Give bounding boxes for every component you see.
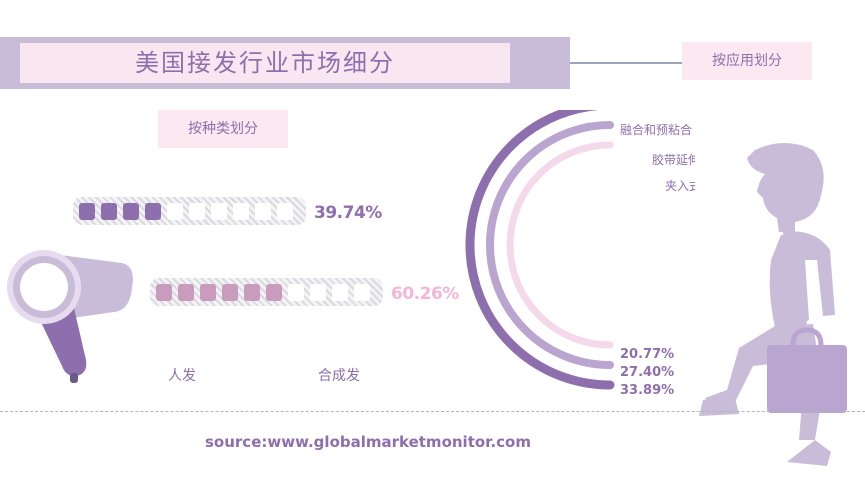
bar-track-human-hair [73,197,306,225]
arc-label-tape: 胶带延伸 [652,152,695,167]
by-type-tag: 按种类划分 [158,110,288,148]
bar-cell [332,283,348,301]
application-arc-chart: 融合和预粘合 胶带延伸 夹入式 20.77% 27.40% 33.89% [465,110,695,398]
bar-cell [79,202,95,220]
bar-cell [277,202,293,220]
page-title: 美国接发行业市场细分 [135,49,395,77]
businessman-figure-icon [699,143,847,466]
bar-cells-synthetic-hair [156,283,370,301]
hair-dryer-icon [7,250,133,383]
bar-cell [156,283,172,301]
category-label-human-hair: 人发 [168,368,196,384]
arc-tape [486,121,614,369]
bar-value-synthetic-hair: 60.26% [391,284,459,304]
title-panel [20,43,510,83]
bar-cell [189,202,205,220]
bar-track-synthetic-hair [150,278,383,306]
arc-label-clip: 夹入式 [665,179,695,193]
arc-fusion [465,110,615,390]
bar-cell [244,283,260,301]
bar-cell [200,283,216,301]
divider [0,411,865,412]
bar-cell [310,283,326,301]
arc-label-fusion: 融合和预粘合 [620,122,692,137]
arc-value-fusion: 33.89% [620,383,674,398]
bar-cell [167,202,183,220]
bar-cells-human-hair [79,202,293,220]
bar-cell [255,202,271,220]
arc-value-clip: 20.77% [620,347,674,362]
bar-cell [211,202,227,220]
category-label-synthetic-hair: 合成发 [318,368,360,384]
bar-cell [354,283,370,301]
bar-cell [266,283,282,301]
bar-cell [101,202,117,220]
bar-cell [233,202,249,220]
arc-clip [506,141,614,349]
arc-value-tape: 27.40% [620,365,674,380]
bar-cell [145,202,161,220]
bar-cell [123,202,139,220]
by-application-tag: 按应用划分 [682,42,812,80]
source-text: source:www.globalmarketmonitor.com [205,433,531,451]
bar-cell [288,283,304,301]
bar-cell [222,283,238,301]
bar-value-human-hair: 39.74% [314,203,382,223]
connector-line [570,62,682,64]
bar-cell [178,283,194,301]
